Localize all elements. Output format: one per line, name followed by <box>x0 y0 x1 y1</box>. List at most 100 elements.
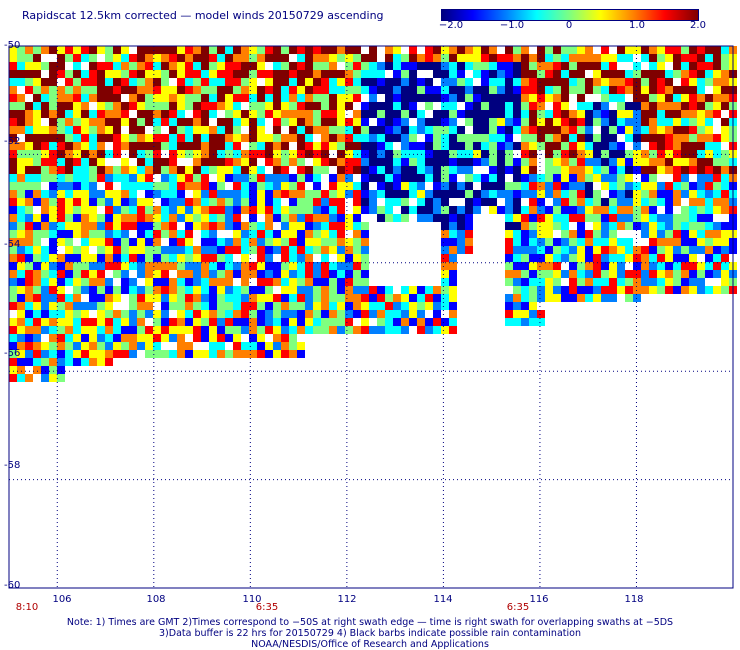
data-cell <box>113 174 121 182</box>
data-cell <box>353 118 361 126</box>
data-cell <box>17 230 25 238</box>
data-cell <box>161 94 169 102</box>
data-cell <box>265 102 273 110</box>
data-cell <box>585 126 593 134</box>
data-cell <box>153 350 161 358</box>
data-cell <box>257 318 265 326</box>
data-cell <box>321 110 329 118</box>
data-cell <box>521 230 529 238</box>
data-cell <box>473 126 481 134</box>
data-cell <box>33 358 41 366</box>
data-cell <box>41 86 49 94</box>
data-cell <box>41 366 49 374</box>
data-cell <box>161 102 169 110</box>
data-cell <box>297 54 305 62</box>
data-cell <box>225 166 233 174</box>
data-cell <box>713 158 721 166</box>
data-cell <box>393 94 401 102</box>
data-cell <box>617 94 625 102</box>
data-cell <box>681 110 689 118</box>
data-cell <box>609 286 617 294</box>
data-cell <box>633 182 641 190</box>
data-cell <box>401 166 409 174</box>
data-cell <box>209 70 217 78</box>
data-cell <box>705 182 713 190</box>
data-cell <box>9 262 17 270</box>
data-cell <box>137 326 145 334</box>
data-cell <box>633 214 641 222</box>
data-cell <box>289 294 297 302</box>
data-cell <box>49 254 57 262</box>
data-cell <box>265 182 273 190</box>
data-cell <box>249 230 257 238</box>
data-cell <box>185 326 193 334</box>
data-cell <box>649 230 657 238</box>
data-cell <box>641 286 649 294</box>
data-cell <box>529 222 537 230</box>
data-cell <box>185 94 193 102</box>
data-cell <box>121 246 129 254</box>
data-cell <box>689 214 697 222</box>
data-cell <box>497 62 505 70</box>
data-cell <box>657 262 665 270</box>
data-cell <box>353 270 361 278</box>
data-cell <box>257 198 265 206</box>
data-cell <box>193 54 201 62</box>
data-cell <box>41 62 49 70</box>
data-cell <box>81 270 89 278</box>
data-cell <box>657 94 665 102</box>
data-cell <box>561 94 569 102</box>
data-cell <box>41 294 49 302</box>
data-cell <box>577 174 585 182</box>
data-cell <box>649 190 657 198</box>
data-cell <box>425 142 433 150</box>
data-cell <box>73 342 81 350</box>
data-cell <box>97 254 105 262</box>
data-cell <box>569 262 577 270</box>
data-cell <box>473 118 481 126</box>
data-cell <box>217 182 225 190</box>
data-cell <box>601 118 609 126</box>
data-cell <box>441 174 449 182</box>
data-cell <box>361 142 369 150</box>
data-cell <box>105 94 113 102</box>
data-cell <box>601 70 609 78</box>
data-cell <box>505 142 513 150</box>
data-cell <box>377 302 385 310</box>
data-cell <box>641 254 649 262</box>
data-cell <box>273 350 281 358</box>
data-cell <box>545 182 553 190</box>
data-cell <box>25 158 33 166</box>
data-cell <box>561 230 569 238</box>
data-cell <box>129 126 137 134</box>
data-cell <box>97 326 105 334</box>
data-cell <box>153 326 161 334</box>
data-cell <box>273 190 281 198</box>
data-cell <box>113 198 121 206</box>
time-label: 8:10 <box>15 602 39 613</box>
data-cell <box>41 230 49 238</box>
data-cell <box>25 294 33 302</box>
data-cell <box>25 214 33 222</box>
data-cell <box>609 222 617 230</box>
data-cell <box>665 270 673 278</box>
data-cell <box>177 230 185 238</box>
data-cell <box>17 102 25 110</box>
data-cell <box>401 326 409 334</box>
data-cell <box>449 326 457 334</box>
data-cell <box>377 126 385 134</box>
lat-tick-label: -50 <box>4 40 21 51</box>
data-cell <box>601 54 609 62</box>
data-cell <box>209 102 217 110</box>
data-cell <box>217 46 225 54</box>
data-cell <box>601 262 609 270</box>
data-cell <box>105 310 113 318</box>
data-cell <box>545 270 553 278</box>
data-cell <box>137 86 145 94</box>
data-cell <box>417 126 425 134</box>
data-cell <box>193 318 201 326</box>
data-cell <box>665 86 673 94</box>
data-cell <box>89 198 97 206</box>
data-cell <box>201 350 209 358</box>
data-cell <box>121 214 129 222</box>
